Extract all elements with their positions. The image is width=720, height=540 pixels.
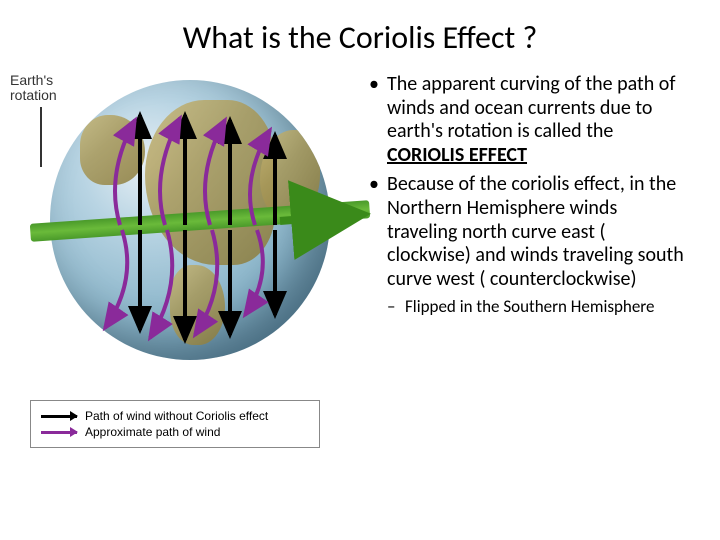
- wind-arrow-curved: [115, 120, 135, 225]
- legend-box: Path of wind without Coriolis effect App…: [30, 400, 320, 448]
- wind-arrows: [50, 80, 390, 380]
- wind-arrow-curved: [245, 230, 263, 315]
- content-area: Earth's rotation: [0, 65, 720, 448]
- wind-arrow-curved: [105, 230, 127, 328]
- legend-row-purple: Approximate path of wind: [41, 425, 309, 439]
- equator-rotation-arrow: [280, 215, 355, 221]
- legend-arrow-purple-icon: [41, 431, 77, 434]
- bullet-1: The apparent curving of the path of wind…: [365, 73, 690, 167]
- legend-label-purple: Approximate path of wind: [85, 425, 220, 439]
- rotation-pointer: [40, 107, 42, 167]
- legend-label-black: Path of wind without Coriolis effect: [85, 409, 268, 423]
- bullet-list: The apparent curving of the path of wind…: [365, 73, 690, 318]
- legend-arrow-black-icon: [41, 415, 77, 418]
- sub-bullet-1: Flipped in the Southern Hemisphere: [365, 297, 690, 317]
- diagram-column: Earth's rotation: [10, 65, 360, 448]
- text-column: The apparent curving of the path of wind…: [360, 65, 710, 448]
- bullet-2: Because of the coriolis effect, in the N…: [365, 173, 690, 291]
- slide-title: What is the Coriolis Effect ?: [0, 0, 720, 65]
- legend-row-black: Path of wind without Coriolis effect: [41, 409, 309, 423]
- wind-arrow-curved: [205, 120, 225, 225]
- rotation-label-line1: Earth's: [10, 72, 53, 88]
- bullet-1-text: The apparent curving of the path of wind…: [387, 72, 675, 143]
- globe-diagram: [50, 80, 350, 380]
- wind-arrow-curved: [195, 230, 217, 335]
- bullet-1-emphasis: CORIOLIS EFFECT: [387, 143, 527, 167]
- wind-arrow-curved: [250, 130, 270, 225]
- wind-arrow-curved: [150, 230, 172, 338]
- wind-arrow-curved: [160, 118, 180, 225]
